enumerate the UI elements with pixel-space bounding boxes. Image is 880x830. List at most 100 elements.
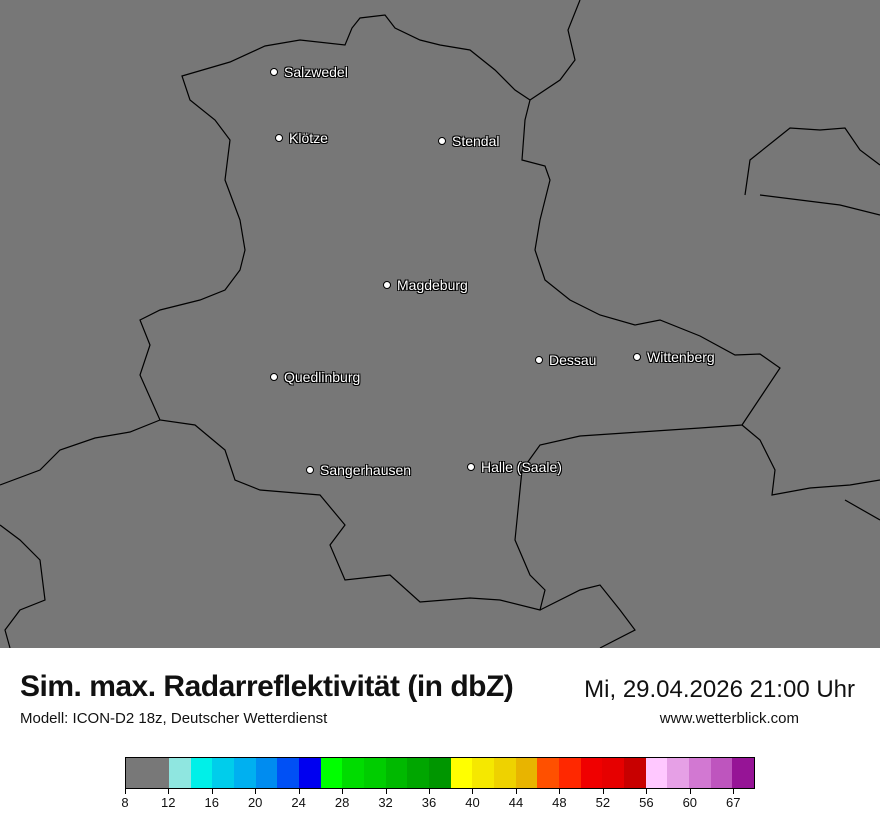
legend-tick-label: 40 xyxy=(465,795,480,810)
city-label: Wittenberg xyxy=(647,349,715,365)
city-dot-icon xyxy=(270,68,278,76)
city-kloetze: Klötze xyxy=(275,130,328,146)
legend-color-swatch xyxy=(385,758,408,788)
city-dot-icon xyxy=(633,353,641,361)
legend-color-swatch xyxy=(710,758,733,788)
legend-color-swatch xyxy=(602,758,624,788)
color-legend xyxy=(125,757,755,789)
legend-color-swatch xyxy=(364,758,386,788)
legend-color-swatch xyxy=(234,758,256,788)
legend-color-swatch xyxy=(537,758,559,788)
state-border-saxony-anhalt xyxy=(139,14,781,611)
city-dot-icon xyxy=(306,466,314,474)
legend-tick-label: 48 xyxy=(552,795,567,810)
legend-color-swatch xyxy=(126,758,170,788)
legend-color-swatch xyxy=(558,758,581,788)
legend-tick-label: 8 xyxy=(121,795,129,810)
forecast-datetime: Mi, 29.04.2026 21:00 Uhr xyxy=(584,676,855,703)
legend-tick-label: 32 xyxy=(378,795,393,810)
legend-tick xyxy=(689,789,691,794)
city-dot-icon xyxy=(467,463,475,471)
legend-tick xyxy=(298,789,300,794)
legend-color-swatch xyxy=(515,758,538,788)
border-south xyxy=(539,584,636,648)
legend-color-swatch xyxy=(320,758,343,788)
legend-color-swatch xyxy=(190,758,213,788)
city-dot-icon xyxy=(535,356,543,364)
legend-tick-label: 28 xyxy=(334,795,350,810)
model-info: Modell: ICON-D2 18z, Deutscher Wetterdie… xyxy=(20,710,328,727)
city-label: Salzwedel xyxy=(284,64,348,80)
city-label: Halle (Saale) xyxy=(481,459,562,475)
city-salzwedel: Salzwedel xyxy=(270,64,348,80)
legend-color-swatch xyxy=(299,758,321,788)
legend-tick xyxy=(211,789,213,794)
legend-tick xyxy=(733,789,735,794)
legend-tick xyxy=(429,789,431,794)
legend-color-swatch xyxy=(688,758,711,788)
city-dot-icon xyxy=(270,373,278,381)
city-label: Sangerhausen xyxy=(320,462,412,478)
border-northeast-2 xyxy=(529,0,581,101)
city-wittenberg: Wittenberg xyxy=(633,349,715,365)
city-label: Dessau xyxy=(549,352,597,368)
city-stendal: Stendal xyxy=(438,133,499,149)
legend-tick-label: 24 xyxy=(291,795,306,810)
legend-color-swatch xyxy=(645,758,668,788)
border-west xyxy=(0,419,161,486)
border-east xyxy=(741,424,880,496)
legend-tick xyxy=(515,789,517,794)
city-dessau: Dessau xyxy=(535,352,596,368)
city-dot-icon xyxy=(438,137,446,145)
legend-tick xyxy=(385,789,387,794)
city-sangerhausen: Sangerhausen xyxy=(306,462,411,478)
legend-color-swatch xyxy=(493,758,516,788)
website-label: www.wetterblick.com xyxy=(659,710,799,727)
map-area: Salzwedel Klötze Stendal Magdeburg Dessa… xyxy=(0,0,880,648)
legend-tick xyxy=(646,789,648,794)
legend-color-swatch xyxy=(667,758,689,788)
city-magdeburg: Magdeburg xyxy=(383,277,468,293)
city-halle: Halle (Saale) xyxy=(467,459,562,475)
legend-color-swatch xyxy=(407,758,429,788)
legend-color-swatch xyxy=(255,758,278,788)
legend-tick xyxy=(168,789,170,794)
legend-tick-label: 60 xyxy=(682,795,698,810)
border-southwest xyxy=(0,524,46,648)
legend-color-swatch xyxy=(580,758,603,788)
legend-color-swatch xyxy=(212,758,235,788)
legend-tick-label: 16 xyxy=(204,795,219,810)
border-northeast xyxy=(744,127,880,216)
city-dot-icon xyxy=(275,134,283,142)
legend-color-swatch xyxy=(428,758,451,788)
legend-color-swatch xyxy=(169,758,191,788)
legend-tick xyxy=(255,789,257,794)
legend-tick-label: 52 xyxy=(595,795,611,810)
legend-color-swatch xyxy=(732,758,754,788)
legend-color-swatch xyxy=(450,758,473,788)
legend-tick-label: 67 xyxy=(726,795,741,810)
legend-color-swatch xyxy=(277,758,300,788)
legend-color-swatch xyxy=(623,758,646,788)
legend-tick-label: 20 xyxy=(247,795,263,810)
legend-tick xyxy=(602,789,604,794)
legend-tick-label: 56 xyxy=(639,795,654,810)
city-label: Klötze xyxy=(289,130,328,146)
city-dot-icon xyxy=(383,281,391,289)
legend-tick xyxy=(559,789,561,794)
legend-color-swatch xyxy=(472,758,494,788)
city-label: Quedlinburg xyxy=(284,369,361,385)
legend-tick xyxy=(472,789,474,794)
map-title: Sim. max. Radarreflektivität (in dbZ) xyxy=(20,670,514,703)
legend-tick xyxy=(342,789,344,794)
city-quedlinburg: Quedlinburg xyxy=(270,369,360,385)
border-east-2 xyxy=(844,499,880,521)
legend-tick-label: 36 xyxy=(421,795,437,810)
legend-color-swatch xyxy=(342,758,365,788)
legend-tick-label: 12 xyxy=(161,795,176,810)
map-borders xyxy=(0,0,880,648)
legend-tick-label: 44 xyxy=(508,795,524,810)
city-label: Magdeburg xyxy=(397,277,468,293)
legend-tick xyxy=(125,789,126,794)
city-label: Stendal xyxy=(452,133,500,149)
